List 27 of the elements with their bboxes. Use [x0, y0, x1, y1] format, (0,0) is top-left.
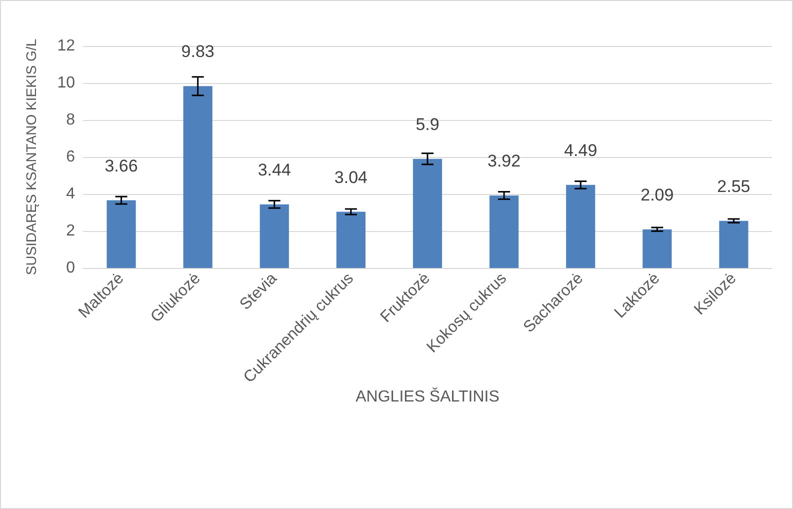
y-tick-label: 2 [66, 222, 76, 240]
data-label: 2.09 [640, 185, 674, 204]
y-tick-label: 10 [57, 74, 76, 92]
data-label: 4.49 [564, 140, 598, 160]
bar [490, 195, 519, 268]
bar [719, 220, 748, 268]
data-label: 3.44 [258, 160, 291, 180]
y-tick-label: 8 [66, 112, 76, 128]
data-label: 3.92 [488, 151, 521, 170]
bar [183, 86, 212, 268]
data-label: 2.55 [717, 176, 750, 196]
y-tick-label: 12 [57, 38, 76, 54]
data-label: 5.9 [416, 114, 440, 134]
y-tick-label: 4 [66, 186, 76, 202]
bar [412, 158, 442, 268]
bar [260, 204, 289, 268]
y-tick-label: 0 [66, 260, 76, 276]
data-label: 3.04 [334, 168, 368, 187]
bar [336, 212, 366, 268]
bar [106, 200, 136, 268]
bar [566, 184, 596, 268]
data-label: 9.83 [181, 42, 214, 62]
y-tick-label: 6 [66, 148, 76, 166]
bar [642, 229, 672, 268]
x-axis-title: ANGLIES ŠALTINIS [356, 388, 500, 406]
data-label: 3.66 [104, 156, 138, 176]
y-axis-title: SUSIDARĘS KSANTANO KIEKIS G/L [23, 38, 39, 276]
